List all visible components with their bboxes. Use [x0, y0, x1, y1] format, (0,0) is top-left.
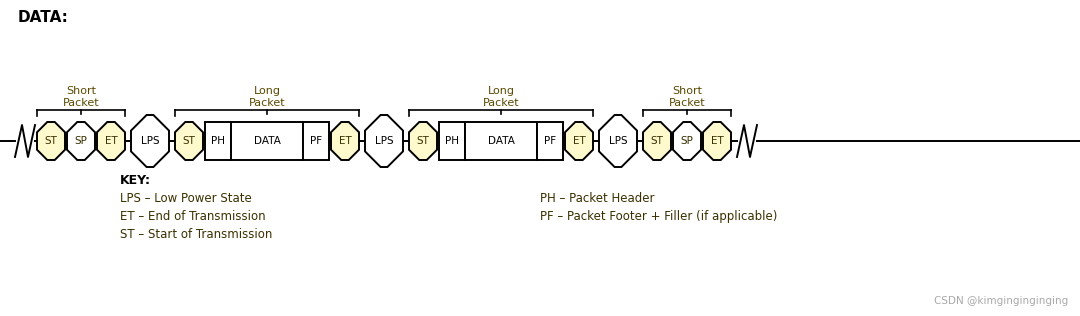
Text: LPS: LPS [375, 136, 393, 146]
Text: LPS – Low Power State: LPS – Low Power State [120, 192, 252, 205]
Polygon shape [643, 122, 671, 160]
Text: DATA: DATA [487, 136, 514, 146]
Text: Short
Packet: Short Packet [63, 86, 99, 108]
Polygon shape [565, 122, 593, 160]
Text: PF: PF [310, 136, 322, 146]
Text: Short
Packet: Short Packet [669, 86, 705, 108]
Text: DATA:: DATA: [18, 10, 69, 25]
Text: Long
Packet: Long Packet [483, 86, 519, 108]
Bar [205, 122, 231, 160]
Text: SP: SP [75, 136, 87, 146]
Polygon shape [703, 122, 731, 160]
Text: ET: ET [105, 136, 118, 146]
Bar [537, 122, 563, 160]
Text: DATA: DATA [254, 136, 281, 146]
Bar [303, 122, 329, 160]
Polygon shape [409, 122, 437, 160]
Text: ET: ET [711, 136, 724, 146]
Polygon shape [131, 115, 168, 167]
Text: ST: ST [183, 136, 195, 146]
Text: ST: ST [650, 136, 663, 146]
Text: CSDN @kimginginginging: CSDN @kimginginginging [934, 296, 1068, 306]
Polygon shape [67, 122, 95, 160]
Text: SP: SP [680, 136, 693, 146]
Bar [231, 122, 303, 160]
Text: PF: PF [544, 136, 556, 146]
Polygon shape [175, 122, 203, 160]
Polygon shape [330, 122, 359, 160]
Text: ST: ST [417, 136, 430, 146]
Text: Long
Packet: Long Packet [248, 86, 285, 108]
Text: ET – End of Transmission: ET – End of Transmission [120, 210, 266, 223]
Text: ET: ET [572, 136, 585, 146]
Bar [438, 122, 465, 160]
Text: LPS: LPS [609, 136, 627, 146]
Text: KEY:: KEY: [120, 174, 151, 187]
Text: PH: PH [211, 136, 225, 146]
Text: ET: ET [339, 136, 351, 146]
Polygon shape [97, 122, 125, 160]
Polygon shape [365, 115, 403, 167]
Text: PF – Packet Footer + Filler (if applicable): PF – Packet Footer + Filler (if applicab… [540, 210, 778, 223]
Text: PH – Packet Header: PH – Packet Header [540, 192, 654, 205]
Polygon shape [37, 122, 65, 160]
Bar [465, 122, 537, 160]
Text: LPS: LPS [140, 136, 160, 146]
Text: ST – Start of Transmission: ST – Start of Transmission [120, 228, 272, 241]
Text: PH: PH [445, 136, 459, 146]
Polygon shape [673, 122, 701, 160]
Polygon shape [599, 115, 637, 167]
Text: ST: ST [44, 136, 57, 146]
